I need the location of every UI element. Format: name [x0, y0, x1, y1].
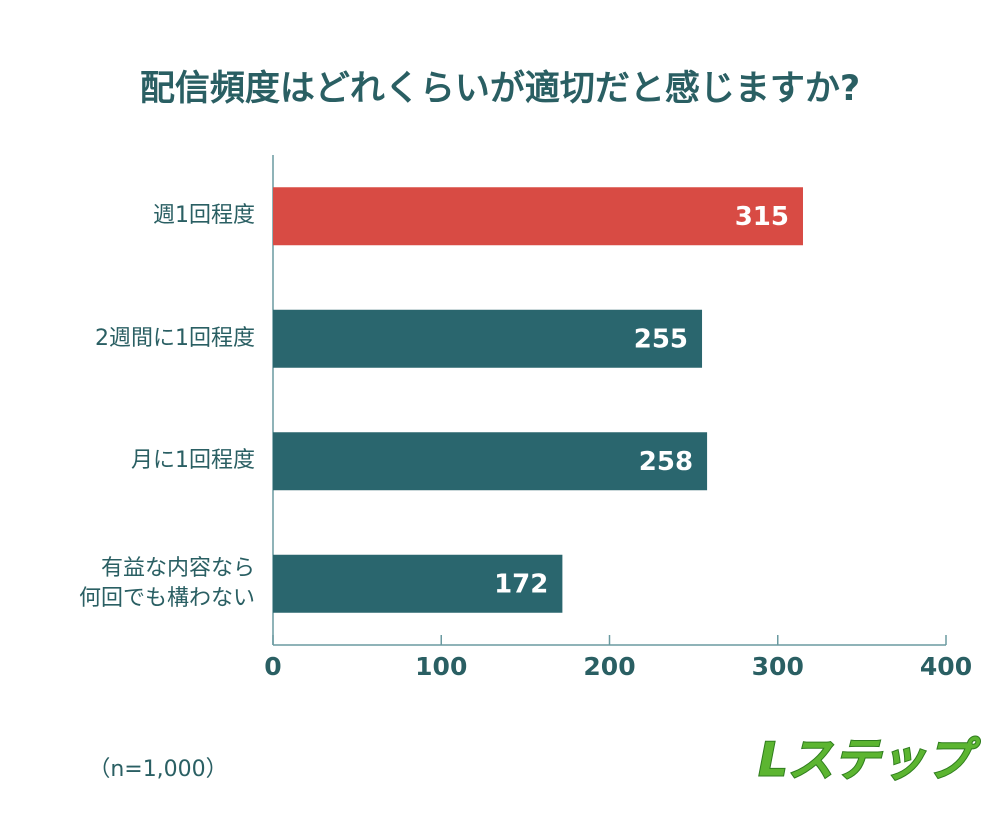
- x-tick-label: 300: [752, 652, 804, 681]
- x-tick-label: 400: [920, 652, 972, 681]
- logo: Lステップ: [758, 733, 980, 787]
- y-tick-label: 有益な内容なら 何回でも構わない: [78, 555, 255, 611]
- x-tick-label: 200: [583, 652, 635, 681]
- value-label: 255: [634, 324, 688, 354]
- y-tick-label: 週1回程度: [153, 203, 255, 229]
- y-tick-label: 月に1回程度: [131, 448, 255, 474]
- value-label: 315: [735, 202, 789, 232]
- bar: [273, 432, 708, 491]
- x-tick-label: 0: [264, 652, 281, 681]
- value-label: 258: [639, 447, 693, 477]
- annotation: （n=1,000）: [88, 757, 227, 782]
- x-tick-label: 100: [415, 652, 467, 681]
- value-label: 172: [494, 569, 548, 599]
- bar: [273, 554, 563, 613]
- chart-title: 配信頻度はどれくらいが適切だと感じますか?: [140, 69, 860, 109]
- bar: [273, 309, 703, 368]
- y-tick-label: 2週間に1回程度: [95, 325, 255, 351]
- bar: [273, 187, 803, 246]
